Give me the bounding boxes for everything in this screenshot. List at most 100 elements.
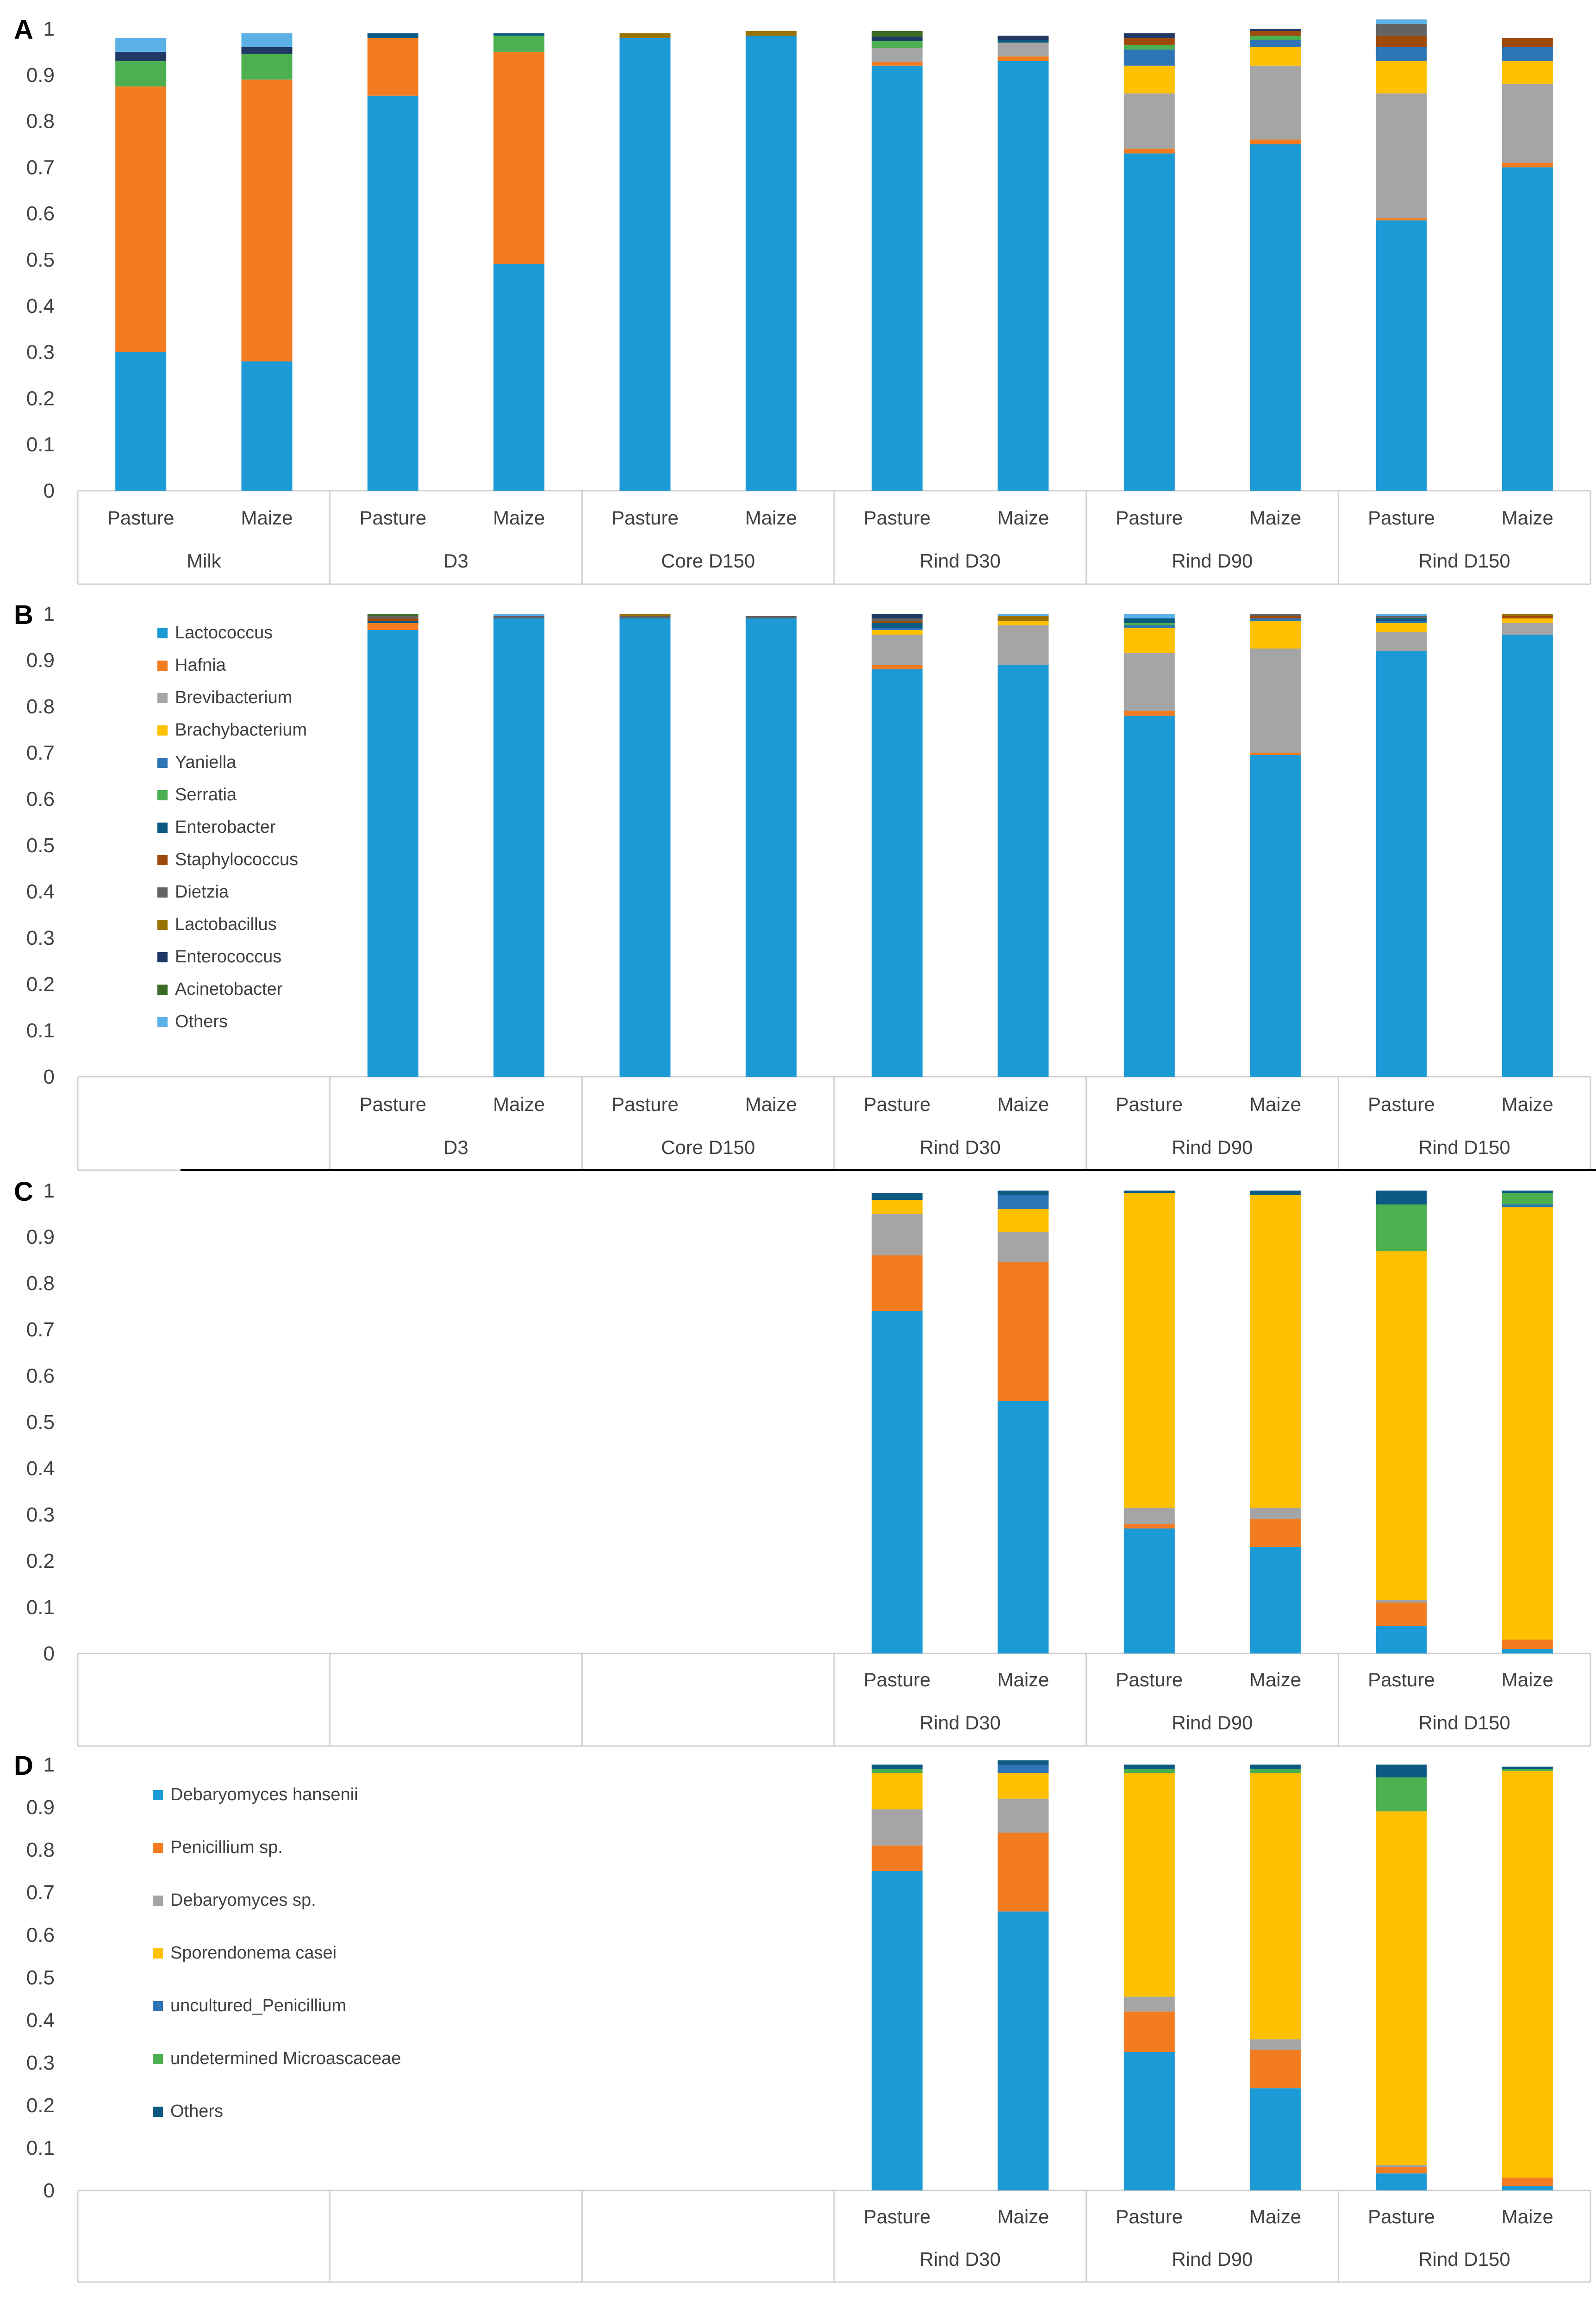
y-tick-label: 0.4	[26, 880, 55, 903]
bar-segment-debaryomyces-hansenii	[1502, 1649, 1553, 1653]
bar-segment-enterococcus	[998, 35, 1049, 40]
bar-segment-brevibacterium	[998, 42, 1049, 56]
bar-segment-yaniella	[1376, 621, 1427, 623]
y-tick-label: 0.5	[26, 249, 55, 271]
x-group-label: Rind D90	[1172, 550, 1253, 572]
bar-segment-penicillium-sp-	[872, 1255, 923, 1311]
bar-segment-staphylococcus	[1250, 616, 1301, 618]
bar-segment-sporendonema-casei	[1250, 1195, 1301, 1508]
bar-segment-sporendonema-casei	[872, 1200, 923, 1214]
bar-segment-sporendonema-casei	[1250, 1773, 1301, 2040]
bar-segment-enterobacter	[367, 621, 418, 623]
chart-panel-c: C 0 0.1 0.2 0.3 0.4 0.5 0.6 0.7 0.8 0.9 1 Pasture Mai…	[14, 1177, 1591, 1747]
bar-segment-lactococcus	[115, 352, 167, 491]
legend-swatch	[153, 2001, 163, 2011]
bar-segment-dietzia	[367, 616, 418, 618]
y-tick-label: 0.3	[26, 1503, 55, 1526]
legend-label: Brachybacterium	[175, 720, 307, 740]
legend-swatch	[157, 855, 168, 865]
bar-segment-lactococcus	[745, 35, 797, 491]
legend-swatch	[157, 693, 168, 703]
bar-segment-hafnia	[1376, 218, 1427, 221]
bar-segment-others	[998, 1191, 1049, 1195]
legend-swatch	[153, 1790, 163, 1800]
y-tick-label: 0.7	[26, 156, 55, 179]
x-category-label: Pasture	[1368, 1669, 1435, 1690]
chart-panel-d: D 0 0.1 0.2 0.3 0.4 0.5 0.6 0.7 0.8 0.9 1 Pasture Mai…	[14, 1751, 1591, 2283]
bar-segment-lactobacillus	[619, 614, 671, 616]
y-tick-label: 0	[44, 480, 55, 502]
bar-segment-sporendonema-casei	[998, 1209, 1049, 1232]
bar-segment-brevibacterium	[998, 625, 1049, 665]
bar-segment-lactococcus	[1502, 635, 1553, 1077]
legend-label: Brevibacterium	[175, 688, 292, 707]
y-tick-label: 0.1	[26, 433, 55, 456]
bar-segment-debaryomyces-hansenii	[872, 1311, 923, 1653]
x-group-label: Rind D30	[920, 1136, 1001, 1158]
bar-segment-brevibacterium	[872, 635, 923, 665]
bar-segment-debaryomyces-sp-	[1123, 1996, 1175, 2012]
y-tick-label: 0.9	[26, 64, 55, 87]
y-tick-label: 0.2	[26, 1550, 55, 1572]
bar-segment-sporendonema-casei	[872, 1773, 923, 1809]
bar-segment-undetermined-microascaceae	[1123, 1769, 1175, 1773]
bar-segment-sporendonema-casei	[1376, 1251, 1427, 1600]
y-tick-label: 0.7	[26, 742, 55, 764]
bar-segment-undetermined-microascaceae	[1376, 1204, 1427, 1251]
bar-segment-debaryomyces-hansenii	[872, 1871, 923, 2190]
x-category-label: Pasture	[864, 2206, 931, 2227]
bar-segment-enterococcus	[1123, 33, 1175, 38]
bar-segment-lactococcus	[998, 665, 1049, 1077]
bar-segment-others	[1502, 1766, 1553, 1769]
legend-label: Hafnia	[175, 655, 226, 675]
x-category-label: Maize	[997, 1093, 1049, 1115]
bar-segment-others	[1123, 1765, 1175, 1769]
bar-segment-brevibacterium	[1123, 93, 1175, 149]
bar-segment-lactobacillus	[998, 616, 1049, 621]
bar-segment-staphylococcus	[872, 621, 923, 623]
bar-segment-serratia	[1123, 44, 1175, 50]
legend-label: Staphylococcus	[175, 850, 298, 869]
bar-segment-enterobacter	[367, 33, 418, 38]
y-tick-label: 0.1	[26, 2137, 55, 2159]
x-category-label: Pasture	[359, 1093, 426, 1115]
bar-segment-lactococcus	[1123, 153, 1175, 491]
y-tick-label: 0	[44, 2179, 55, 2202]
x-group-label: Rind D150	[1418, 550, 1510, 572]
legend-swatch	[153, 1843, 163, 1853]
x-category-label: Pasture	[1368, 507, 1435, 529]
y-tick-label: 0.1	[26, 1596, 55, 1619]
legend-label: Lactobacillus	[175, 915, 277, 934]
x-category-label: Pasture	[1368, 1093, 1435, 1115]
bar-segment-lactococcus	[1502, 167, 1553, 491]
bar-segment-others	[998, 614, 1049, 616]
y-tick-label: 1	[44, 18, 55, 40]
bar-segment-penicillium-sp-	[998, 1833, 1049, 1912]
legend-label: Others	[175, 1012, 228, 1031]
x-category-label: Maize	[997, 507, 1049, 529]
bar-segment-sporendonema-casei	[1502, 1771, 1553, 2178]
bar-segment-brevibacterium	[1502, 84, 1553, 163]
x-category-label: Maize	[493, 1093, 545, 1115]
y-tick-label: 0.9	[26, 1226, 55, 1248]
bar-segment-lactococcus	[241, 361, 293, 491]
x-category-label: Pasture	[1116, 2206, 1183, 2227]
x-group-label: Rind D150	[1418, 2248, 1510, 2270]
bar-segment-others	[493, 614, 545, 616]
legend-label: Lactococcus	[175, 623, 273, 642]
x-category-label: Maize	[745, 1093, 797, 1115]
bar-segment-uncultured-penicillium	[1502, 1204, 1553, 1207]
bar-segment-debaryomyces-hansenii	[1502, 2186, 1553, 2190]
bar-segment-others	[872, 1765, 923, 1769]
bar-segment-undetermined-microascaceae	[1250, 1769, 1301, 1773]
y-tick-label: 0.7	[26, 1881, 55, 1904]
bar-segment-hafnia	[872, 665, 923, 669]
bar-segment-dietzia	[1376, 616, 1427, 618]
bar-segment-brachybacterium	[1123, 628, 1175, 653]
x-category-label: Maize	[241, 507, 293, 529]
x-group-label: Rind D30	[920, 2248, 1001, 2270]
x-group-label: Rind D150	[1418, 1712, 1510, 1734]
y-tick-label: 0.5	[26, 1966, 55, 1989]
bar-segment-brachybacterium	[1502, 61, 1553, 84]
